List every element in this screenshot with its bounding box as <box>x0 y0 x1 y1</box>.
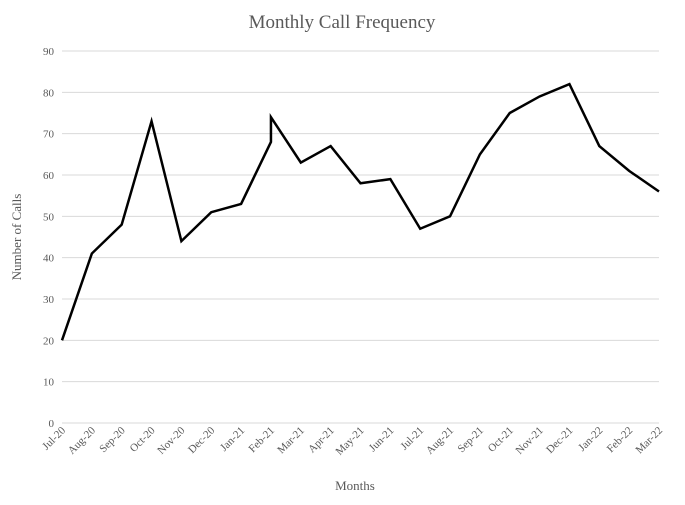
y-tick-label: 40 <box>43 253 55 265</box>
x-tick-label: Aug-21 <box>424 425 456 457</box>
y-tick-label: 30 <box>43 294 55 306</box>
x-tick-label: May-21 <box>334 425 367 458</box>
x-tick-label: Nov-21 <box>513 425 545 457</box>
y-tick-label: 60 <box>43 170 55 182</box>
y-axis-label: Number of Calls <box>9 194 24 281</box>
y-tick-label: 50 <box>43 211 55 223</box>
x-tick-label: Sep-21 <box>455 425 486 456</box>
x-tick-label: Oct-21 <box>486 425 516 455</box>
y-tick-label: 90 <box>43 46 55 58</box>
y-tick-label: 0 <box>49 418 55 430</box>
x-tick-label: Jan-22 <box>576 425 605 454</box>
chart-title: Monthly Call Frequency <box>249 12 436 33</box>
x-tick-label: Jul-20 <box>40 424 68 452</box>
x-tick-label: Jun-21 <box>367 425 397 455</box>
x-tick-label: Nov-20 <box>155 424 188 457</box>
y-tick-label: 20 <box>43 335 55 347</box>
x-tick-label: Oct-20 <box>128 424 158 454</box>
x-tick-label: Jan-21 <box>218 425 247 454</box>
x-tick-label: Feb-22 <box>605 425 636 456</box>
y-tick-label: 80 <box>43 87 55 99</box>
x-tick-label: Mar-22 <box>633 425 665 457</box>
x-tick-label: Dec-20 <box>186 424 218 456</box>
x-tick-label: Jul-21 <box>398 425 426 453</box>
y-tick-label: 70 <box>43 129 55 141</box>
gridlines <box>62 50 659 424</box>
x-tick-label: Aug-20 <box>66 424 99 457</box>
x-tick-label: Dec-21 <box>544 425 575 456</box>
x-tick-label: Feb-21 <box>247 425 278 456</box>
x-tick-label: Sep-20 <box>97 424 128 455</box>
y-axis-ticks: 0 10 20 30 40 50 60 70 80 90 <box>43 46 55 430</box>
x-tick-label: Apr-21 <box>306 425 337 456</box>
y-tick-label: 10 <box>43 377 55 389</box>
x-tick-label: Mar-21 <box>275 425 307 457</box>
series-calls <box>60 82 660 341</box>
series-line <box>60 82 660 341</box>
x-axis-label: Months <box>335 478 375 493</box>
